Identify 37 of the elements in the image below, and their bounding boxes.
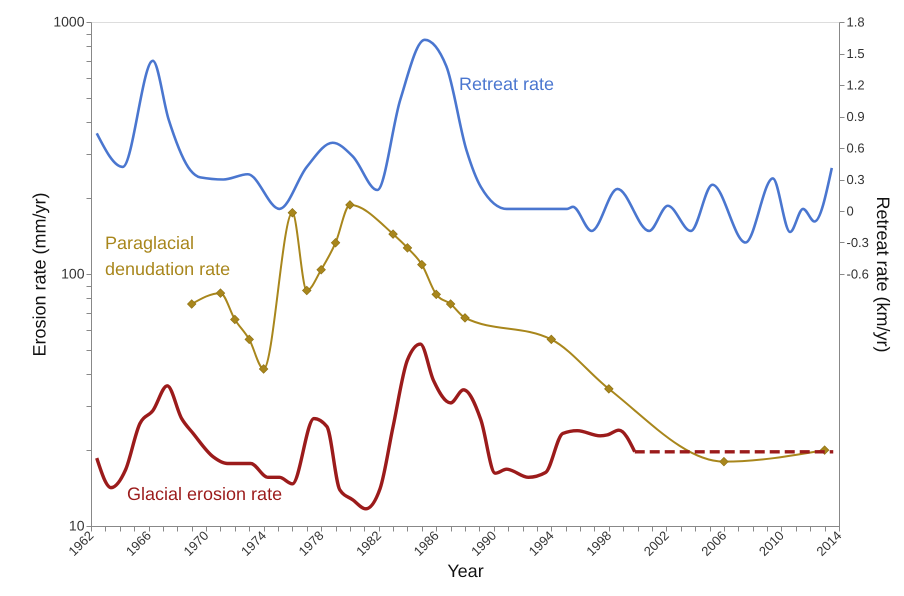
point	[316, 265, 326, 274]
point	[719, 457, 729, 466]
point	[288, 208, 298, 218]
point	[330, 238, 340, 248]
y2-tick-label: 0.3	[846, 172, 865, 187]
point	[417, 260, 426, 270]
point	[432, 290, 441, 300]
series-label: Retreat rate	[459, 74, 554, 94]
point	[546, 334, 556, 344]
series-label: Glacial erosion rate	[127, 484, 282, 504]
series-label: Paraglacial denudation rate	[105, 233, 230, 279]
point	[258, 364, 268, 374]
x-axis-title: Year	[447, 560, 484, 581]
y2-tick-label: 1.2	[846, 78, 865, 92]
y2-tick-label: 1.5	[846, 46, 865, 61]
y2-tick-label: 0.9	[846, 109, 865, 124]
y2-tick-label: 0.6	[846, 140, 865, 156]
point	[388, 229, 398, 239]
point	[446, 299, 456, 309]
y-tick-label: 1000	[53, 14, 85, 30]
point	[460, 313, 470, 322]
y-axis-title: Erosion rate (mm/yr)	[29, 192, 50, 357]
y-tick-label: 100	[61, 266, 85, 282]
y-tick-label: 10	[68, 518, 85, 534]
y2-tick-label: 0	[846, 204, 854, 218]
y2-tick-label: 1.8	[846, 14, 865, 30]
point	[302, 286, 312, 296]
point	[230, 314, 240, 324]
y2-tick-label: -0.3	[846, 235, 869, 250]
point	[402, 243, 412, 252]
y2-axis-title: Retreat rate (km/yr)	[872, 196, 893, 353]
point	[244, 334, 254, 344]
point	[345, 200, 355, 210]
point	[216, 288, 226, 298]
point	[604, 384, 614, 394]
y2-tick-label: -0.6	[846, 266, 869, 282]
point	[187, 299, 196, 309]
